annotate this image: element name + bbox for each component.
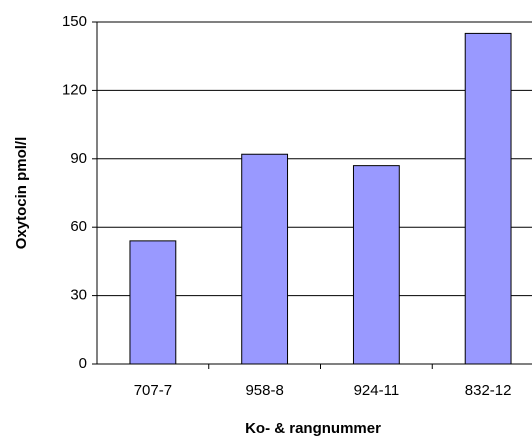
- x-tick-label: 832-12: [465, 382, 512, 399]
- y-tick-label: 90: [70, 150, 87, 167]
- y-tick-label: 120: [62, 81, 87, 98]
- bar: [352, 165, 400, 365]
- x-axis-title: Ko- & rangnummer: [245, 420, 381, 437]
- y-tick-label: 30: [70, 287, 87, 304]
- x-tick-label: 707-7: [134, 382, 172, 399]
- bar: [129, 240, 177, 365]
- bar: [464, 32, 512, 365]
- y-tick-label: 150: [62, 13, 87, 30]
- x-tick-label: 958-8: [245, 382, 283, 399]
- x-tick-label: 924-11: [354, 382, 400, 399]
- y-tick-label: 60: [70, 218, 87, 235]
- bar: [241, 153, 289, 365]
- y-tick-label: 0: [79, 355, 87, 372]
- y-axis-title: Oxytocin pmol/l: [13, 137, 30, 250]
